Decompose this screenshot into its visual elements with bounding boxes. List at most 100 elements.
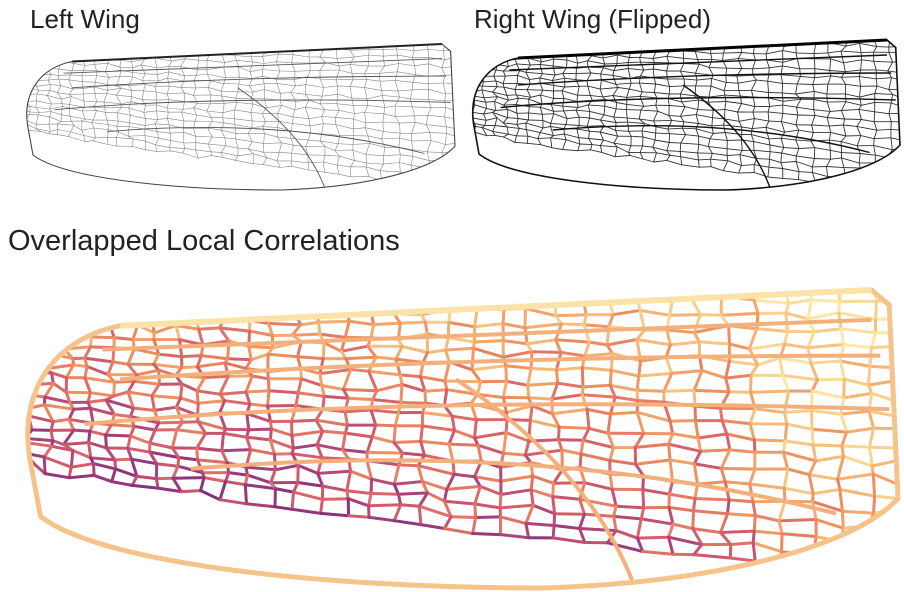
vein — [539, 73, 543, 79]
vein — [653, 110, 659, 122]
vein — [421, 480, 429, 495]
vein — [58, 68, 73, 71]
vein — [150, 304, 160, 321]
vein — [390, 293, 429, 302]
vein — [502, 122, 508, 128]
vein — [18, 125, 19, 131]
vein — [458, 41, 462, 50]
vein — [634, 458, 672, 466]
vein — [112, 413, 132, 418]
vein — [503, 86, 508, 96]
vein — [481, 68, 485, 77]
vein — [612, 514, 643, 521]
vein — [317, 290, 325, 300]
wing-outline — [26, 43, 456, 191]
vein — [144, 128, 158, 132]
vein — [379, 170, 383, 181]
vein — [799, 68, 801, 77]
vein — [726, 155, 729, 162]
vein — [266, 352, 300, 359]
vein — [526, 89, 532, 98]
vein — [840, 509, 845, 530]
vein — [693, 497, 731, 502]
vein — [335, 44, 337, 49]
vein — [207, 87, 212, 96]
vein — [550, 137, 567, 141]
vein — [722, 58, 739, 61]
vein — [397, 90, 400, 98]
vein — [478, 39, 491, 40]
vein — [89, 456, 117, 462]
vein — [116, 94, 122, 105]
vein — [84, 64, 95, 66]
vein — [304, 99, 310, 108]
vein — [69, 96, 72, 105]
vein — [365, 435, 374, 454]
vein — [427, 174, 445, 178]
vein — [89, 406, 95, 425]
vein — [475, 57, 477, 68]
vein — [26, 107, 31, 113]
vein — [456, 126, 457, 130]
vein — [56, 121, 62, 125]
long-vein — [63, 58, 442, 74]
long-vein — [119, 353, 881, 382]
vein — [0, 419, 9, 422]
vein — [749, 389, 791, 394]
vein — [420, 424, 456, 432]
vein — [293, 294, 301, 314]
vein — [781, 152, 797, 157]
vein — [276, 61, 292, 64]
vein — [47, 62, 52, 69]
vein — [266, 157, 278, 162]
vein — [506, 126, 509, 135]
vein — [858, 76, 861, 87]
vein — [483, 54, 487, 58]
vein — [653, 92, 658, 99]
vein — [538, 48, 541, 57]
vein — [724, 373, 753, 380]
vein — [106, 360, 115, 377]
vein — [723, 480, 752, 486]
vein — [107, 124, 109, 130]
vein — [381, 90, 383, 96]
vein — [523, 453, 533, 464]
vein — [368, 291, 378, 308]
vein — [696, 436, 703, 453]
vein — [131, 90, 133, 97]
vein — [557, 425, 591, 430]
vein — [43, 472, 71, 480]
vein — [462, 36, 474, 39]
vein — [220, 431, 225, 453]
vein — [829, 182, 846, 185]
vein — [128, 126, 146, 130]
vein — [8, 70, 10, 77]
vein — [540, 144, 553, 149]
vein — [5, 454, 7, 462]
vein — [698, 158, 712, 161]
vein — [26, 94, 29, 102]
vein — [752, 298, 790, 305]
long-vein — [102, 317, 872, 352]
vein — [83, 376, 92, 395]
vein — [253, 163, 264, 165]
vein — [291, 443, 319, 450]
vein — [550, 42, 554, 48]
vein — [752, 96, 756, 108]
vein — [171, 464, 180, 480]
vein — [666, 51, 670, 57]
vein — [155, 123, 170, 126]
vein — [685, 134, 699, 137]
vein — [426, 140, 432, 153]
vein — [444, 55, 456, 61]
vein — [493, 37, 507, 39]
vein — [472, 290, 483, 298]
vein — [510, 146, 522, 147]
vein — [221, 129, 237, 134]
vein — [335, 124, 341, 136]
vein — [751, 126, 767, 130]
vein — [753, 149, 758, 160]
vein — [599, 139, 604, 147]
vein — [587, 85, 601, 90]
vein — [26, 68, 36, 71]
